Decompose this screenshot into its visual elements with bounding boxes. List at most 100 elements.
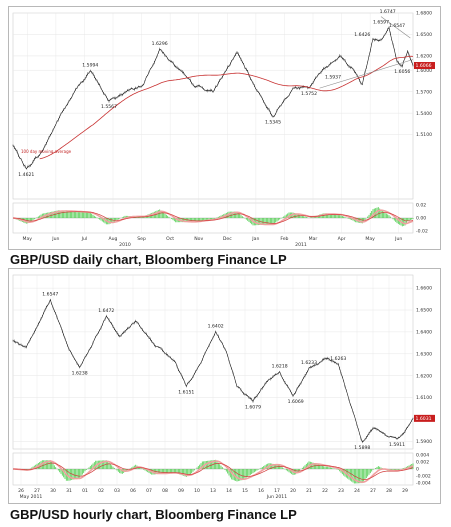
price-point-label: 1.5898: [354, 445, 370, 451]
price-plot-frame: [12, 12, 414, 200]
y-tick-label: 1.6800: [416, 11, 432, 17]
price-point-label: 1.5911: [389, 442, 405, 448]
hourly-chart-svg: 1.6600 1.6500 1.6400 1.6300 1.6200 1.6100 1.60…: [12, 274, 435, 500]
y-tick-label: 1.5400: [416, 111, 432, 117]
x-tick-label: Oct: [166, 236, 174, 242]
x-tick-label: 17: [274, 488, 280, 494]
x-tick-label: Mar: [309, 236, 318, 242]
x-tick-label: Jul: [81, 236, 88, 242]
hourly-chart-caption: GBP/USD hourly chart, Bloomberg Finance …: [10, 507, 297, 522]
oscillator-tick-label: -0.002: [416, 474, 431, 480]
x-tick-label: 28: [386, 488, 392, 494]
price-point-label: 1.6597: [373, 20, 389, 26]
price-point-label: 1.6426: [354, 32, 370, 38]
month-label: Jun 2011: [266, 494, 287, 500]
price-point-label: 1.6233: [301, 360, 317, 366]
price-series-line: [12, 26, 414, 170]
price-point-label: 1.6547: [389, 23, 405, 29]
y-tick-label: 1.6200: [416, 373, 432, 379]
x-tick-label: 08: [162, 488, 168, 494]
y-tick-label: 1.6300: [416, 351, 432, 357]
price-point-label: 1.5937: [325, 75, 341, 81]
current-price-label: 1.6031: [416, 416, 432, 422]
price-point-label: 1.6079: [245, 405, 261, 411]
x-tick-label: Jan: [251, 236, 259, 242]
x-tick-label: Jun: [51, 236, 59, 242]
oscillator-tick-label: -0.004: [416, 481, 431, 487]
price-point-label: 1.6056: [394, 69, 410, 75]
x-tick-label: 30: [50, 488, 56, 494]
x-tick-label: 16: [258, 488, 264, 494]
current-price-label: 1.6066: [416, 63, 432, 69]
y-tick-label: 1.6600: [416, 286, 432, 292]
price-point-label: 1.6263: [330, 356, 346, 362]
price-point-label: 1.6218: [272, 364, 288, 370]
moving-average-label: 100 day moving average: [21, 149, 72, 154]
price-point-label: 1.4621: [18, 172, 34, 178]
daily-chart-svg: 1.6800 1.6500 1.6200 1.6000 1.5700 1.5400 1.51…: [12, 9, 435, 248]
x-tick-label: 13: [210, 488, 216, 494]
hourly-chart-panel: 1.6600 1.6500 1.6400 1.6300 1.6200 1.6100 1.60…: [8, 268, 441, 504]
price-point-label: 1.5752: [301, 91, 317, 97]
current-price-tag: [414, 62, 435, 70]
price-point-label: 1.6747: [380, 9, 396, 15]
price-point-label: 1.6402: [208, 323, 224, 329]
price-series-line: [12, 298, 414, 443]
x-tick-label: 15: [242, 488, 248, 494]
support-trend-line: [319, 59, 414, 89]
x-tick-label: 01: [82, 488, 88, 494]
oscillator-signal-band: [13, 460, 414, 484]
x-tick-label: 07: [146, 488, 152, 494]
x-tick-label: 06: [130, 488, 136, 494]
x-tick-label: Apr: [338, 236, 346, 242]
x-tick-label: 22: [322, 488, 328, 494]
price-point-label: 1.6472: [98, 308, 114, 314]
price-point-label: 1.5345: [265, 120, 281, 126]
x-tick-label: 20: [290, 488, 296, 494]
oscillator-tick-label: 0.002: [416, 460, 429, 466]
oscillator-tick-label: -0.02: [416, 229, 428, 235]
oscillator-signal-line: [13, 462, 414, 480]
x-tick-label: 10: [194, 488, 200, 494]
oscillator-tick-label: 0.004: [416, 453, 429, 459]
price-point-label: 1.6238: [72, 370, 88, 376]
month-label: May 2011: [20, 494, 43, 500]
y-tick-label: 1.6000: [416, 68, 432, 74]
oscillator-tick-label: 0: [416, 467, 419, 473]
x-tick-label: 21: [306, 488, 312, 494]
x-tick-label: Jun: [394, 236, 402, 242]
x-tick-label: Aug: [109, 236, 118, 242]
y-tick-label: 1.6200: [416, 54, 432, 60]
oscillator-signal-line: [12, 211, 414, 224]
x-tick-label: Dec: [223, 236, 232, 242]
y-tick-label: 1.5900: [416, 439, 432, 445]
oscillator-tick-label: 0.02: [416, 203, 426, 209]
oscillator-tick-label: 0.00: [416, 216, 426, 222]
price-point-label: 1.5994: [82, 63, 98, 69]
price-point-label: 1.6296: [152, 41, 168, 47]
x-tick-label: 27: [34, 488, 40, 494]
x-tick-label: 03: [114, 488, 120, 494]
y-tick-label: 1.6100: [416, 395, 432, 401]
y-tick-label: 1.5100: [416, 132, 432, 138]
year-label: 2011: [295, 242, 307, 248]
price-point-label: 1.6547: [42, 292, 58, 298]
daily-chart-caption: GBP/USD daily chart, Bloomberg Finance L…: [10, 252, 287, 267]
price-point-label: 1.6151: [178, 389, 194, 395]
x-tick-label: 26: [18, 488, 24, 494]
x-tick-label: 23: [338, 488, 344, 494]
x-tick-label: Feb: [280, 236, 288, 242]
x-tick-label: Sep: [137, 236, 146, 242]
x-tick-label: 27: [370, 488, 376, 494]
y-tick-label: 1.6400: [416, 330, 432, 336]
current-price-tag: [414, 414, 435, 422]
y-tick-label: 1.6500: [416, 32, 432, 38]
y-tick-label: 1.6500: [416, 308, 432, 314]
resistance-trend-line: [380, 16, 411, 39]
x-tick-label: 09: [178, 488, 184, 494]
daily-chart-panel: 1.6800 1.6500 1.6200 1.6000 1.5700 1.5400 1.51…: [8, 6, 441, 250]
x-tick-label: 31: [66, 488, 72, 494]
y-tick-label: 1.5700: [416, 89, 432, 95]
x-tick-label: 24: [354, 488, 360, 494]
x-tick-label: May: [23, 236, 33, 242]
